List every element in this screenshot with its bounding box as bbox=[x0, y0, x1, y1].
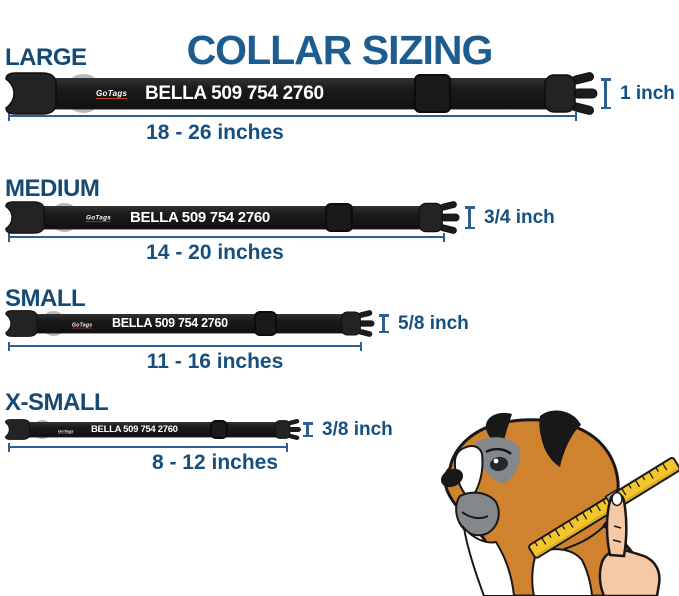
length-range-small: 11 - 16 inches bbox=[146, 350, 284, 373]
page-title: COLLAR SIZING bbox=[186, 27, 494, 74]
collar-strap bbox=[22, 78, 550, 109]
width-label: 3/4 inch bbox=[484, 206, 555, 228]
boxer-dog-measuring-illustration bbox=[440, 410, 679, 596]
collar-medium: GoTags BELLA 509 754 2760 bbox=[0, 201, 462, 234]
brand-logo: GoTags bbox=[86, 214, 112, 223]
dog-muzzle bbox=[455, 491, 500, 537]
personalized-text: BELLA 509 754 2760 bbox=[145, 83, 324, 104]
collar-slider-icon bbox=[254, 311, 277, 336]
personalized-text: BELLA 509 754 2760 bbox=[91, 424, 178, 435]
width-indicator-icon bbox=[468, 206, 471, 229]
width-indicator-icon bbox=[306, 422, 309, 437]
buckle-female-icon bbox=[5, 201, 45, 234]
width-indicator-icon bbox=[382, 314, 385, 333]
buckle-male-icon bbox=[274, 419, 301, 440]
dog-nose-icon bbox=[440, 468, 464, 488]
size-label-small: SMALL bbox=[5, 285, 86, 312]
width-gauge-large: 1 inch bbox=[604, 78, 675, 109]
brand-logo: GoTags bbox=[96, 89, 128, 99]
width-label: 3/8 inch bbox=[322, 418, 393, 440]
width-label: 5/8 inch bbox=[398, 312, 469, 334]
dog-ear-icon bbox=[485, 412, 512, 450]
width-gauge-small: 5/8 inch bbox=[382, 312, 469, 334]
buckle-female-icon bbox=[5, 310, 38, 337]
length-line-xsmall bbox=[8, 442, 288, 452]
personalized-text: BELLA 509 754 2760 bbox=[112, 316, 228, 330]
size-label-medium: MEDIUM bbox=[5, 175, 100, 202]
collar-slider-icon bbox=[325, 203, 353, 232]
dog-chest bbox=[531, 548, 594, 596]
brand-logo: GoTags bbox=[58, 428, 74, 434]
width-gauge-medium: 3/4 inch bbox=[468, 206, 555, 229]
length-line-medium bbox=[8, 232, 445, 242]
brand-logo: GoTags bbox=[72, 321, 93, 329]
size-label-large: LARGE bbox=[5, 44, 87, 71]
width-indicator-icon bbox=[604, 78, 607, 109]
size-label-xsmall: X-SMALL bbox=[5, 389, 109, 416]
dog-jaw bbox=[462, 524, 516, 596]
collar-slider-icon bbox=[210, 420, 228, 439]
length-line-large bbox=[8, 111, 577, 121]
buckle-female-icon bbox=[4, 419, 31, 440]
width-label: 1 inch bbox=[620, 82, 675, 104]
width-gauge-xsmall: 3/8 inch bbox=[306, 419, 393, 440]
hand-icon bbox=[598, 548, 661, 596]
collar-slider-icon bbox=[414, 74, 451, 113]
personalized-text: BELLA 509 754 2760 bbox=[130, 209, 270, 226]
buckle-male-icon bbox=[341, 310, 375, 337]
length-range-medium: 14 - 20 inches bbox=[146, 241, 284, 264]
collar-xsmall: GoTags BELLA 509 754 2760 bbox=[0, 419, 304, 440]
collar-large: GoTags BELLA 509 754 2760 bbox=[0, 72, 600, 115]
fingernail-icon bbox=[611, 491, 623, 507]
length-range-xsmall: 8 - 12 inches bbox=[151, 451, 279, 474]
buckle-male-icon bbox=[544, 72, 598, 115]
buckle-female-icon bbox=[5, 72, 57, 115]
buckle-male-icon bbox=[418, 201, 460, 234]
collar-small: GoTags BELLA 509 754 2760 bbox=[0, 310, 377, 337]
length-line-small bbox=[8, 341, 362, 351]
collar-strap bbox=[18, 206, 425, 229]
length-range-large: 18 - 26 inches bbox=[146, 121, 284, 144]
